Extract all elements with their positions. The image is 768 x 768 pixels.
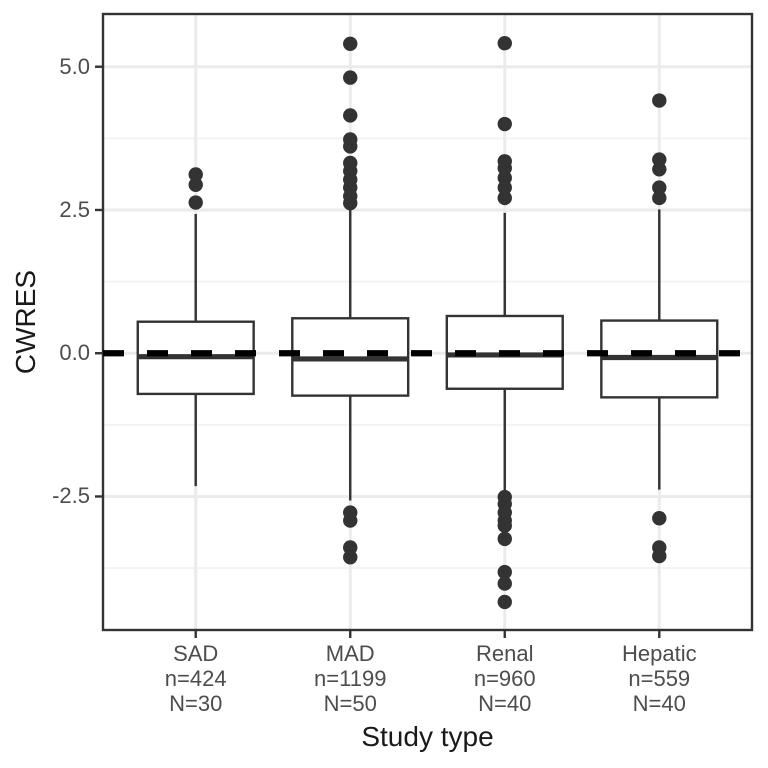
x-tick-label-Renal: Renal n=960 N=40 bbox=[415, 641, 595, 716]
panel-border bbox=[101, 12, 754, 632]
outlier-point-SAD bbox=[188, 195, 203, 210]
outlier-point-MAD bbox=[343, 36, 358, 51]
observation-count: n=424 bbox=[164, 666, 227, 691]
outlier-point-SAD bbox=[188, 177, 203, 192]
y-tick-label-5.0: 5.0 bbox=[59, 53, 90, 79]
outlier-point-MAD bbox=[343, 132, 358, 147]
outlier-point-Renal bbox=[497, 36, 512, 51]
category-name: Hepatic bbox=[621, 641, 697, 666]
category-name: MAD bbox=[325, 641, 375, 666]
outlier-point-Hepatic bbox=[652, 511, 667, 526]
outlier-point-MAD bbox=[343, 550, 358, 565]
outlier-point-Renal bbox=[497, 576, 512, 591]
outlier-point-Renal bbox=[497, 190, 512, 206]
observation-count: n=960 bbox=[473, 666, 536, 691]
outlier-point-Hepatic bbox=[652, 180, 667, 195]
subject-count: N=50 bbox=[323, 691, 377, 716]
outlier-point-MAD bbox=[343, 70, 358, 85]
x-axis-title: Study type bbox=[361, 721, 494, 752]
x-tick-label-SAD: SAD n=424 N=30 bbox=[106, 641, 286, 716]
subject-count: N=30 bbox=[169, 691, 223, 716]
outlier-point-Renal bbox=[497, 594, 512, 610]
outlier-point-Hepatic bbox=[652, 190, 667, 206]
outlier-point-Renal bbox=[497, 518, 512, 533]
outlier-point-MAD bbox=[343, 108, 358, 123]
y-tick-label-0.0: 0.0 bbox=[59, 340, 90, 366]
observation-count: n=559 bbox=[628, 666, 691, 691]
outlier-point-Renal bbox=[497, 531, 512, 547]
y-tick-label--2.5: -2.5 bbox=[52, 483, 90, 509]
outlier-point-Hepatic bbox=[652, 152, 667, 167]
category-name: Renal bbox=[476, 641, 534, 666]
outlier-point-MAD bbox=[343, 155, 358, 171]
x-tick-label-Hepatic: Hepatic n=559 N=40 bbox=[569, 641, 749, 716]
subject-count: N=40 bbox=[632, 691, 686, 716]
outlier-point-Renal bbox=[497, 116, 512, 132]
observation-count: n=1199 bbox=[314, 666, 387, 691]
outlier-point-Renal bbox=[497, 154, 512, 169]
outlier-point-Renal bbox=[497, 564, 512, 580]
y-tick-label-2.5: 2.5 bbox=[59, 196, 90, 222]
outlier-point-MAD bbox=[343, 513, 358, 528]
outlier-point-Hepatic bbox=[652, 93, 667, 108]
x-tick-label-MAD: MAD n=1199 N=50 bbox=[260, 641, 440, 716]
outlier-point-Hepatic bbox=[652, 548, 667, 564]
y-axis-title: CWRES bbox=[10, 269, 41, 375]
outlier-point-SAD bbox=[188, 167, 203, 182]
subject-count: N=40 bbox=[478, 691, 532, 716]
category-name: SAD bbox=[173, 641, 219, 666]
